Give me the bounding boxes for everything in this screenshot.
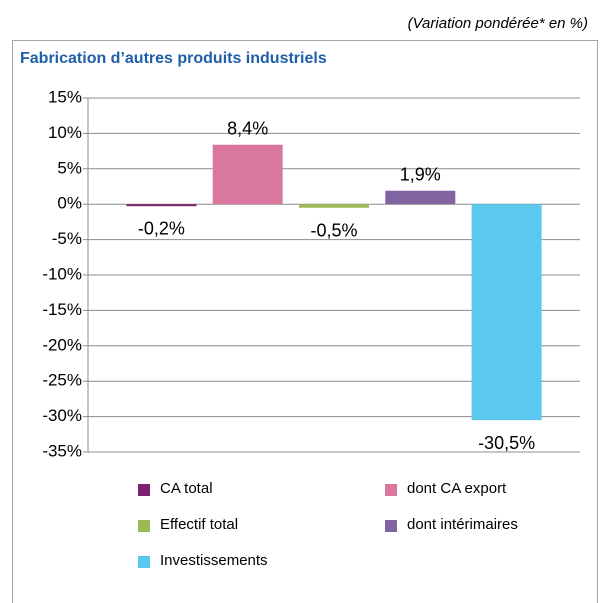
bar — [299, 204, 369, 208]
y-tick-label: -5% — [52, 229, 82, 248]
frame — [12, 40, 598, 603]
bar — [471, 204, 542, 421]
data-label: -0,2% — [138, 218, 185, 238]
y-tick-label: 10% — [48, 123, 82, 142]
y-tick-label: -25% — [42, 371, 82, 390]
data-label: 8,4% — [227, 118, 268, 138]
legend-label: dont CA export — [407, 480, 507, 497]
data-label: 1,9% — [400, 164, 441, 184]
y-tick-label: -30% — [42, 406, 82, 425]
legend-swatch — [385, 484, 397, 496]
bar — [212, 144, 283, 205]
legend-swatch — [385, 520, 397, 532]
y-tick-label: -35% — [42, 441, 82, 460]
y-tick-label: 5% — [57, 158, 82, 177]
subtitle: (Variation pondérée* en %) — [408, 15, 588, 32]
y-tick-label: -10% — [42, 264, 82, 283]
y-tick-label: 0% — [57, 194, 82, 213]
data-label: -30,5% — [478, 433, 535, 453]
y-tick-label: -20% — [42, 335, 82, 354]
chart-title: Fabrication d’autres produits industriel… — [20, 50, 327, 67]
bar — [385, 190, 456, 205]
legend-label: Investissements — [160, 552, 268, 569]
legend-swatch — [138, 556, 150, 568]
legend-label: Effectif total — [160, 516, 238, 533]
legend-swatch — [138, 520, 150, 532]
legend-swatch — [138, 484, 150, 496]
legend-label: CA total — [160, 480, 213, 497]
data-label: -0,5% — [310, 220, 357, 240]
legend-label: dont intérimaires — [407, 516, 518, 533]
bar — [126, 204, 197, 207]
y-tick-label: -15% — [42, 300, 82, 319]
y-tick-label: 15% — [48, 87, 82, 106]
